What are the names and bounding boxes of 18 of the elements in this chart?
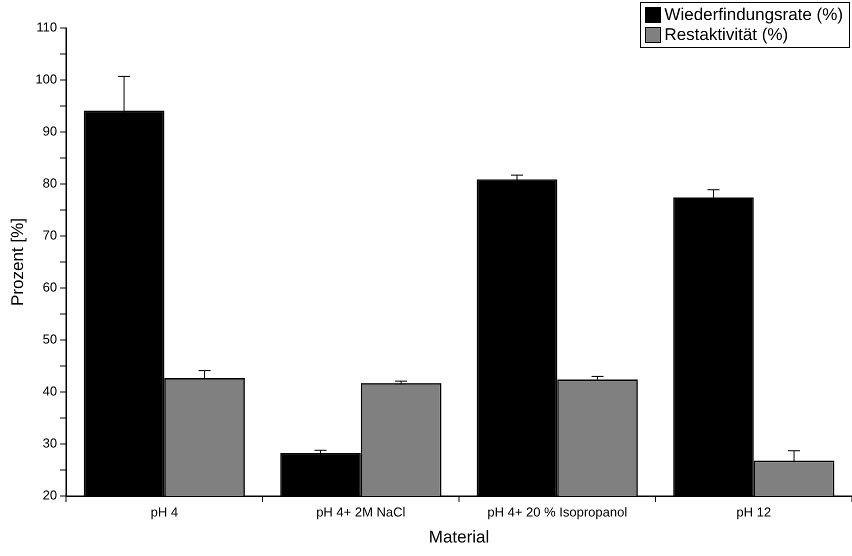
y-tick-label: 20: [42, 488, 58, 503]
y-tick-label: 90: [42, 124, 58, 139]
y-tick-label: 70: [42, 228, 58, 243]
y-tick-label: 80: [42, 176, 58, 191]
x-tick-label: pH 4: [150, 504, 178, 520]
x-tick-label: pH 4+ 2M NaCl: [316, 504, 406, 520]
x-tick-label: pH 4+ 20 % Isopropanol: [487, 504, 628, 520]
y-tick-label: 100: [35, 72, 58, 87]
y-tick-label: 30: [42, 436, 58, 451]
y-tick-label: 50: [42, 332, 58, 347]
x-tick-label: pH 12: [736, 504, 772, 520]
y-tick-label: 60: [42, 280, 58, 295]
legend-label: Restaktivität (%): [664, 25, 788, 45]
y-tick-label: 110: [36, 20, 58, 35]
y-tick-label: 40: [42, 384, 58, 399]
legend-label: Wiederfindungsrate (%): [664, 5, 843, 25]
y-axis-title: Prozent [%]: [8, 218, 27, 306]
x-axis-title: Material: [428, 527, 490, 546]
